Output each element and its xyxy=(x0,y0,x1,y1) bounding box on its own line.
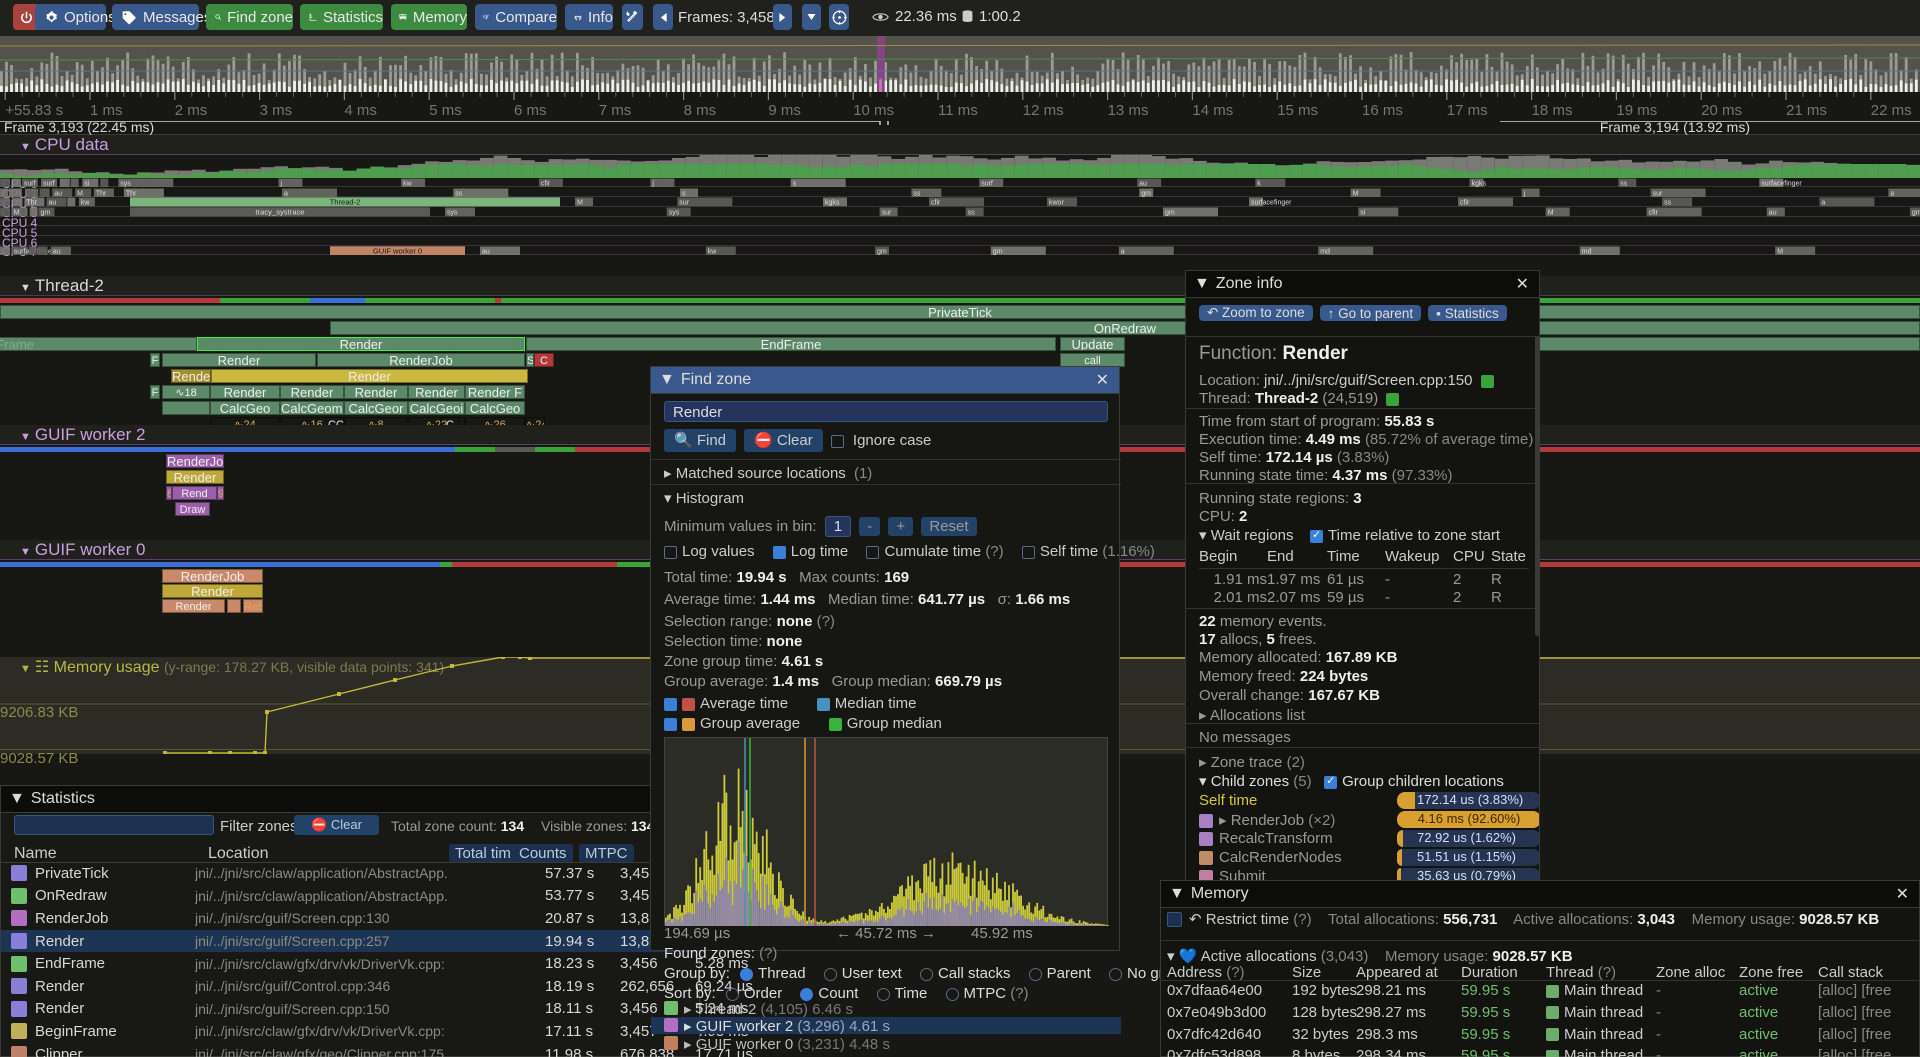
svg-text:surfacefinger: surfacefinger xyxy=(1251,200,1292,207)
svg-text:surf: surf xyxy=(43,180,55,187)
svg-text:si: si xyxy=(1360,209,1366,216)
svg-text:M: M xyxy=(1777,248,1783,255)
svg-text:7 ms: 7 ms xyxy=(599,102,632,119)
svg-text:21 ms: 21 ms xyxy=(1786,102,1827,119)
svg-text:k: k xyxy=(1257,180,1261,187)
svg-text:+55.83 s: +55.83 s xyxy=(5,102,63,119)
svg-text:au: au xyxy=(53,248,61,255)
svg-text:j: j xyxy=(651,180,654,187)
svg-text:ss: ss xyxy=(455,190,463,197)
svg-text:surf: surf xyxy=(981,180,993,187)
svg-text:surfacefinger: surfacefinger xyxy=(1761,180,1802,187)
svg-text:cfir: cfir xyxy=(1649,209,1659,216)
svg-text:a: a xyxy=(1821,200,1825,207)
svg-text:a: a xyxy=(1890,190,1894,197)
svg-text:20 ms: 20 ms xyxy=(1701,102,1742,119)
svg-text:j: j xyxy=(1523,190,1526,197)
svg-text:12 ms: 12 ms xyxy=(1023,102,1064,119)
svg-text:gm: gm xyxy=(993,248,1003,255)
svg-text:6 ms: 6 ms xyxy=(514,102,547,119)
svg-text:tracy_systrace: tracy_systrace xyxy=(256,207,305,216)
svg-text:gm: gm xyxy=(1912,209,1920,216)
svg-text:Frame 3,194 (13.92 ms): Frame 3,194 (13.92 ms) xyxy=(1600,121,1750,135)
svg-text:10 ms: 10 ms xyxy=(853,102,894,119)
svg-text:kw: kw xyxy=(81,200,91,207)
svg-text:sur: sur xyxy=(679,200,689,207)
svg-text:kwor: kwor xyxy=(1049,200,1064,207)
svg-text:M: M xyxy=(1548,209,1554,216)
svg-text:M: M xyxy=(1353,190,1359,197)
svg-text:ss: ss xyxy=(1620,180,1628,187)
svg-text:a: a xyxy=(1121,248,1125,255)
svg-text:kgks: kgks xyxy=(825,200,840,207)
svg-text:2 ms: 2 ms xyxy=(175,102,208,119)
svg-text:cfir: cfir xyxy=(931,200,941,207)
svg-text:gm: gm xyxy=(1165,209,1175,216)
svg-text:au: au xyxy=(482,248,490,255)
svg-text:j: j xyxy=(280,180,283,187)
svg-text:ss: ss xyxy=(913,190,921,197)
svg-text:gm: gm xyxy=(877,248,887,255)
svg-text:gm: gm xyxy=(1141,190,1151,197)
svg-text:Thread-2: Thread-2 xyxy=(330,198,361,207)
svg-text:13 ms: 13 ms xyxy=(1108,102,1149,119)
svg-text:9 ms: 9 ms xyxy=(768,102,801,119)
svg-text:sys: sys xyxy=(447,209,458,216)
svg-text:M: M xyxy=(577,200,583,207)
svg-text:18 ms: 18 ms xyxy=(1532,102,1573,119)
svg-text:22 ms: 22 ms xyxy=(1871,102,1912,119)
svg-text:md: md xyxy=(1582,248,1592,255)
svg-text:a: a xyxy=(284,190,288,197)
svg-text:15 ms: 15 ms xyxy=(1277,102,1318,119)
svg-text:Thr: Thr xyxy=(126,190,137,197)
svg-text:s: s xyxy=(682,190,686,197)
svg-text:1 ms: 1 ms xyxy=(90,102,123,119)
svg-text:M: M xyxy=(77,190,83,197)
svg-text:kw: kw xyxy=(708,248,718,255)
svg-text:sys: sys xyxy=(669,209,680,216)
svg-text:3 ms: 3 ms xyxy=(260,102,293,119)
svg-text:cfir: cfir xyxy=(1460,200,1470,207)
svg-text:au: au xyxy=(1139,180,1147,187)
svg-text:ss: ss xyxy=(968,209,976,216)
svg-text:GUIF worker 0: GUIF worker 0 xyxy=(373,246,422,255)
svg-text:si: si xyxy=(84,180,90,187)
svg-text:16 ms: 16 ms xyxy=(1362,102,1403,119)
svg-text:Thr: Thr xyxy=(96,190,107,197)
svg-text:au: au xyxy=(49,200,57,207)
svg-text:19 ms: 19 ms xyxy=(1616,102,1657,119)
svg-text:Frame 3,193 (22.45 ms): Frame 3,193 (22.45 ms) xyxy=(4,121,154,135)
svg-text:8 ms: 8 ms xyxy=(684,102,717,119)
svg-text:kw: kw xyxy=(403,180,413,187)
svg-text:14 ms: 14 ms xyxy=(1192,102,1233,119)
svg-text:cfir: cfir xyxy=(541,180,551,187)
svg-text:11 ms: 11 ms xyxy=(938,102,978,119)
svg-text:4 ms: 4 ms xyxy=(344,102,377,119)
svg-text:ss: ss xyxy=(1664,200,1672,207)
svg-text:au: au xyxy=(1769,209,1777,216)
svg-text:17 ms: 17 ms xyxy=(1447,102,1488,119)
svg-text:sur: sur xyxy=(882,209,892,216)
svg-text:sys: sys xyxy=(120,180,131,187)
svg-text:kgks: kgks xyxy=(1472,180,1487,187)
svg-text:au: au xyxy=(54,190,62,197)
svg-text:s: s xyxy=(793,180,797,187)
svg-text:5 ms: 5 ms xyxy=(429,102,462,119)
svg-text:gm: gm xyxy=(41,209,51,216)
svg-text:sur: sur xyxy=(1653,190,1663,197)
svg-text:md: md xyxy=(1320,248,1330,255)
